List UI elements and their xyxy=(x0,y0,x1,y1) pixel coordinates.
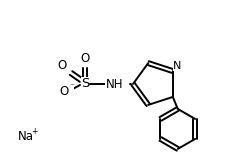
Text: +: + xyxy=(31,127,37,136)
Text: ⁻: ⁻ xyxy=(69,83,74,92)
Text: Na: Na xyxy=(18,129,34,142)
Text: NH: NH xyxy=(105,78,122,92)
Text: S: S xyxy=(80,78,89,90)
Text: O: O xyxy=(80,53,89,66)
Text: O: O xyxy=(59,85,68,98)
Text: N: N xyxy=(172,61,180,71)
Text: O: O xyxy=(57,59,66,73)
